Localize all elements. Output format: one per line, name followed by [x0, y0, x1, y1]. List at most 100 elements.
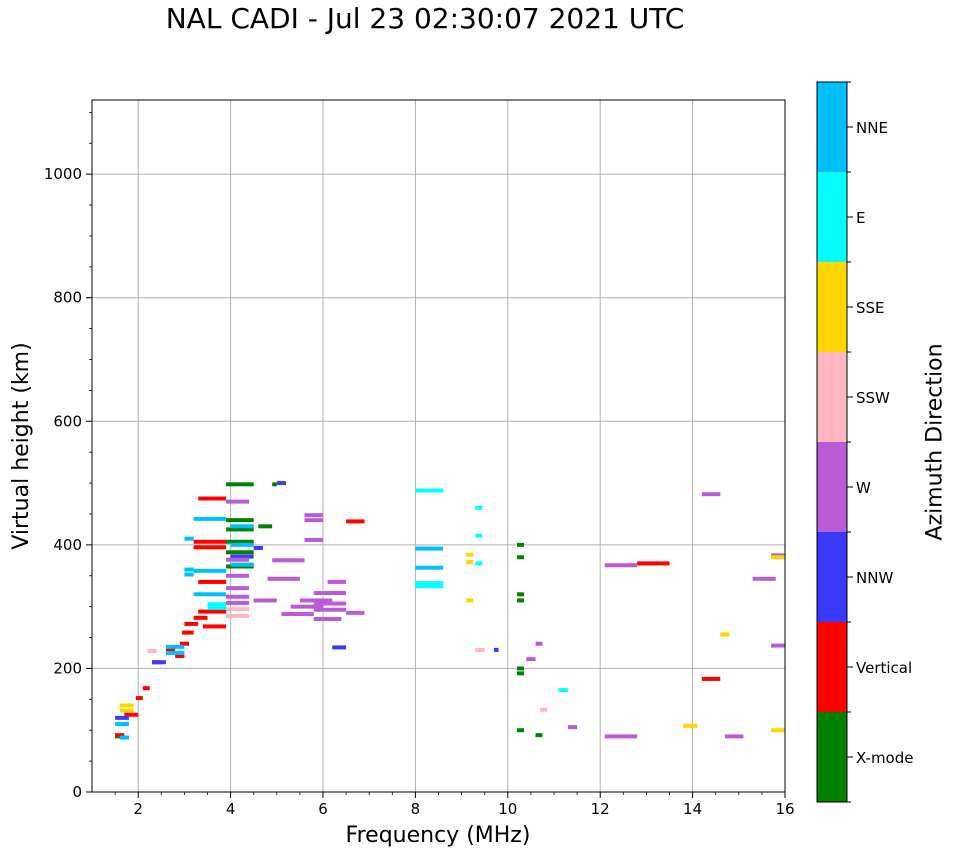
- data-point-sse: [119, 708, 134, 713]
- data-point-w: [567, 725, 578, 730]
- data-point-vertical: [179, 641, 190, 646]
- data-point-e: [415, 584, 444, 589]
- data-point-w: [299, 598, 333, 603]
- data-point-vertical: [124, 712, 139, 717]
- colorbar-swatch-x-mode: [817, 712, 847, 802]
- x-tick-label: 4: [226, 800, 236, 818]
- data-point-e: [558, 688, 568, 693]
- data-point-ssw: [147, 649, 157, 654]
- data-point-vertical: [193, 539, 226, 544]
- grid: [92, 100, 786, 793]
- colorbar-tick-label: NNE: [856, 119, 888, 137]
- colorbar-tick-label: E: [856, 209, 865, 227]
- data-point-nne: [184, 572, 194, 577]
- data-point-ssw: [540, 707, 548, 712]
- data-point-x-mode: [225, 527, 254, 532]
- data-point-x-mode: [517, 598, 524, 603]
- data-point-w: [313, 617, 342, 621]
- data-point-vertical: [701, 676, 721, 681]
- data-point-nne: [119, 735, 129, 740]
- data-point-w: [346, 610, 365, 615]
- data-point-x-mode: [517, 671, 524, 676]
- y-axis-ticks: 0 200 400 600 800 1000: [44, 111, 92, 801]
- data-point-w: [752, 576, 776, 581]
- data-point-ssw: [475, 647, 485, 652]
- data-point-ssw: [225, 613, 250, 618]
- data-point-w: [701, 492, 721, 497]
- data-point-nne: [230, 524, 254, 529]
- data-point-nnw: [276, 481, 287, 486]
- data-point-x-mode: [225, 550, 254, 555]
- data-point-nne: [165, 650, 185, 655]
- data-point-w: [535, 641, 543, 646]
- data-point-sse: [720, 632, 730, 637]
- data-point-x-mode: [517, 728, 524, 733]
- data-point-sse: [683, 723, 698, 728]
- colorbar-frame: [816, 81, 848, 803]
- data-point-nne: [115, 722, 129, 727]
- data-point-e: [475, 533, 483, 538]
- x-tick-label: 10: [498, 800, 517, 818]
- data-point-vertical: [135, 696, 143, 701]
- data-point-w: [313, 591, 347, 596]
- colorbar-tick-label: NNW: [856, 569, 893, 587]
- data-point-w: [604, 563, 638, 568]
- data-point-vertical: [115, 733, 125, 738]
- data-point-nnw: [493, 647, 499, 652]
- data-point-vertical: [346, 519, 365, 524]
- colorbar: X-mode Vertical NNW W SSW SSE E NNE: [816, 81, 913, 803]
- data-point-sse: [466, 598, 474, 603]
- data-point-vertical: [637, 561, 670, 566]
- x-tick-label: 16: [775, 800, 794, 818]
- data-point-x-mode: [517, 555, 524, 560]
- x-axis-label: Frequency (MHz): [346, 823, 531, 848]
- colorbar-tick-label: SSE: [856, 299, 885, 317]
- y-tick-label: 800: [53, 289, 82, 307]
- colorbar-swatch-ssw: [817, 352, 847, 442]
- data-point-x-mode: [517, 542, 524, 547]
- data-point-nnw: [230, 554, 254, 559]
- data-point-w: [225, 586, 250, 591]
- data-point-w: [304, 518, 323, 523]
- data-point-e: [415, 488, 444, 493]
- data-point-e: [207, 602, 226, 607]
- data-point-w: [724, 734, 744, 739]
- data-point-nne: [193, 516, 226, 521]
- data-point-nne: [415, 565, 444, 570]
- colorbar-tick-label: W: [856, 479, 871, 497]
- data-point-sse: [771, 555, 785, 560]
- data-point-e: [415, 581, 444, 586]
- colorbar-tick-label: X-mode: [856, 749, 913, 767]
- data-point-w: [267, 576, 300, 581]
- y-axis-label: Virtual height (km): [9, 342, 34, 549]
- data-point-vertical: [198, 609, 226, 614]
- data-point-vertical: [193, 545, 226, 550]
- data-point-x-mode: [225, 482, 254, 487]
- data-point-e: [475, 505, 483, 510]
- data-point-sse: [771, 728, 785, 733]
- data-point-x-mode: [225, 518, 254, 523]
- data-point-vertical: [182, 630, 194, 635]
- data-point-w: [225, 600, 250, 605]
- data-point-nnw: [332, 645, 347, 650]
- y-tick-label: 200: [53, 659, 82, 677]
- data-point-x-mode: [517, 592, 524, 597]
- x-axis-ticks: 2 4 6 8 10 12 14 16: [114, 792, 795, 818]
- data-point-x-mode: [517, 666, 524, 671]
- data-point-vertical: [198, 496, 226, 501]
- data-point-vertical: [193, 615, 208, 620]
- data-point-vertical: [184, 621, 199, 626]
- data-point-w: [313, 607, 347, 612]
- data-point-nne: [230, 562, 254, 567]
- x-tick-label: 12: [591, 800, 610, 818]
- data-point-nnw: [115, 715, 129, 720]
- data-point-x-mode: [225, 539, 254, 544]
- data-point-vertical: [202, 624, 226, 629]
- y-tick-label: 400: [53, 536, 82, 554]
- x-tick-label: 14: [683, 800, 702, 818]
- colorbar-swatch-sse: [817, 262, 847, 352]
- data-points: [115, 481, 785, 740]
- data-point-sse: [119, 703, 134, 708]
- chart-title: NAL CADI - Jul 23 02:30:07 2021 UTC: [165, 2, 685, 35]
